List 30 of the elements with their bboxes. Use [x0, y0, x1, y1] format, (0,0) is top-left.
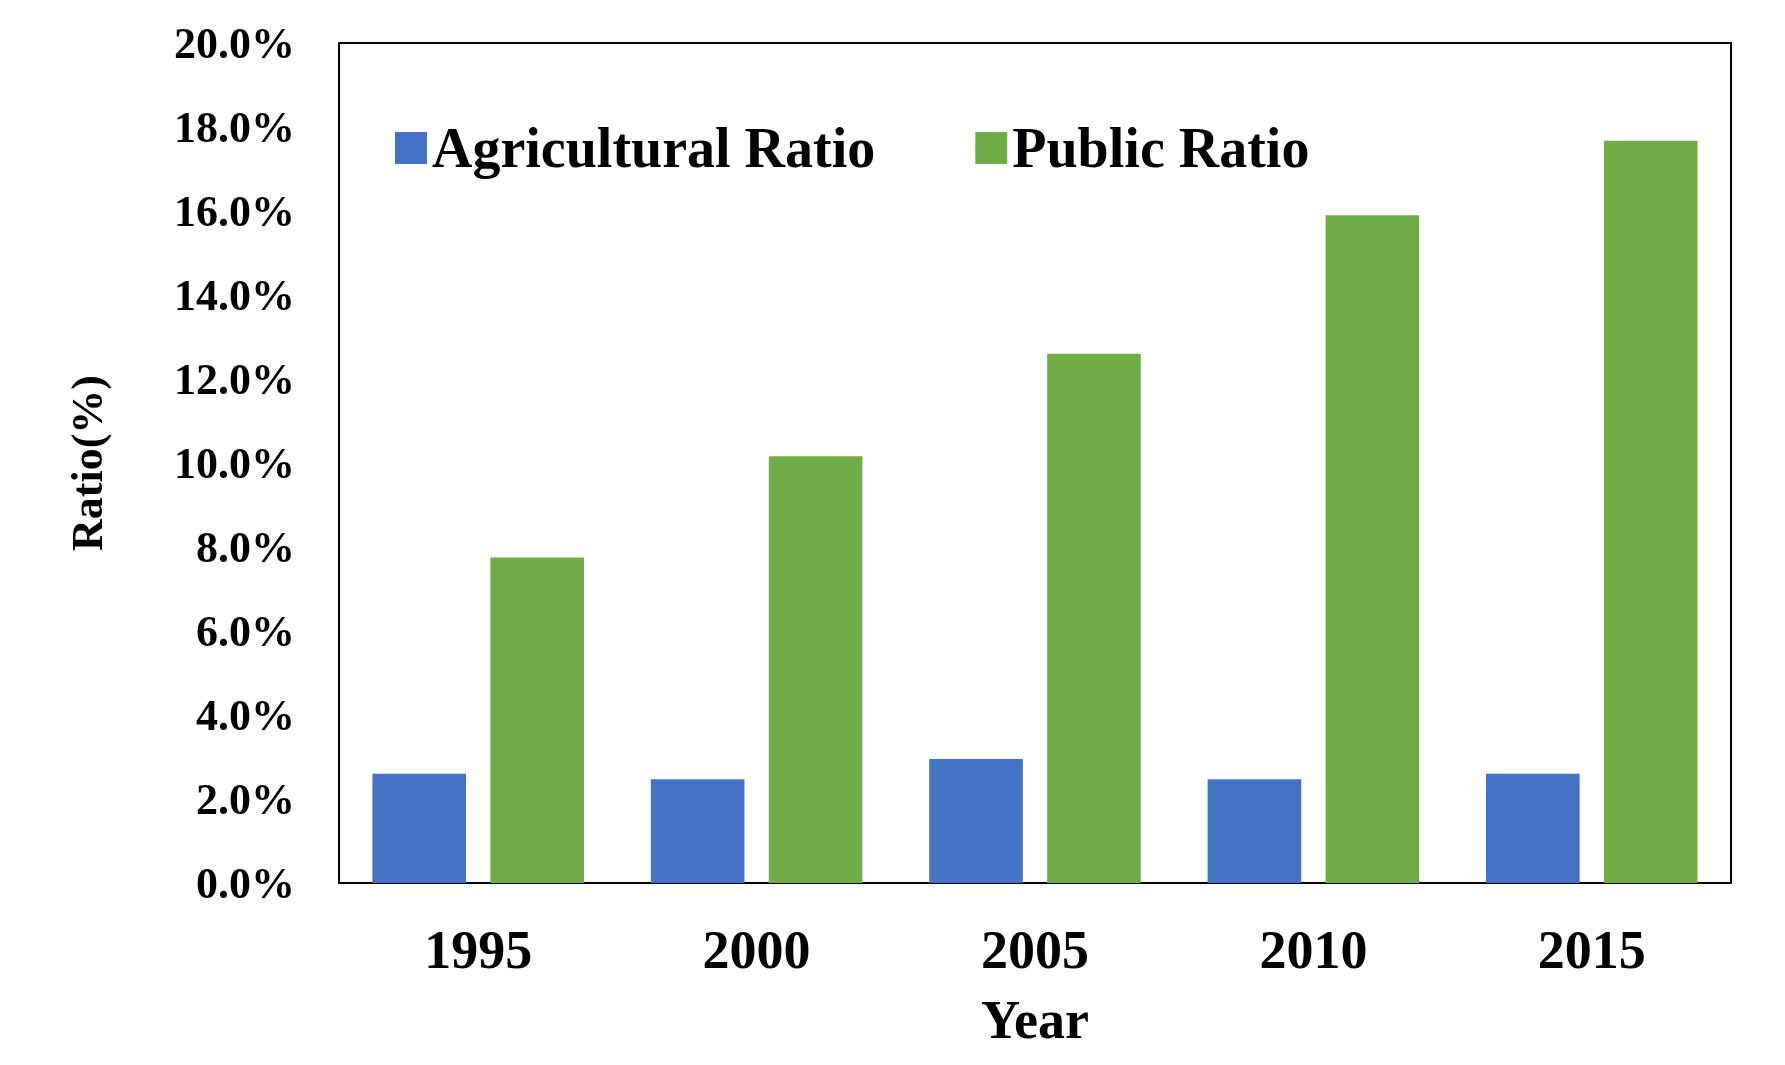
x-tick-label: 2000 — [702, 920, 811, 980]
y-tick-label: 0.0% — [196, 858, 295, 908]
bar — [929, 759, 1023, 883]
x-axis-title: Year — [981, 990, 1089, 1050]
bar — [490, 557, 584, 883]
y-tick-label: 4.0% — [196, 690, 295, 740]
y-axis-title: Ratio(%) — [62, 375, 112, 551]
x-tick-label: 2005 — [981, 920, 1089, 980]
bar — [1207, 779, 1302, 883]
y-tick-label: 16.0% — [174, 186, 295, 236]
bar — [768, 456, 863, 883]
y-tick-label: 10.0% — [174, 438, 295, 488]
bar — [650, 779, 745, 883]
y-tick-label: 6.0% — [196, 606, 295, 656]
x-tick-label: 1995 — [424, 920, 533, 980]
y-tick-label: 2.0% — [196, 774, 295, 824]
bar — [1047, 353, 1141, 883]
y-tick-label: 12.0% — [174, 354, 295, 404]
y-tick-label: 14.0% — [174, 270, 295, 320]
y-tick-label: 20.0% — [174, 18, 295, 68]
bar — [1603, 140, 1698, 883]
x-tick-label: 2015 — [1537, 920, 1646, 980]
y-tick-label: 18.0% — [174, 102, 295, 152]
bar — [372, 773, 467, 883]
legend-label: Agricultural Ratio — [432, 117, 876, 179]
bar — [1486, 773, 1580, 883]
y-tick-label: 8.0% — [196, 522, 295, 572]
x-tick-label: 2010 — [1259, 920, 1368, 980]
bar — [1325, 215, 1420, 883]
legend-label: Public Ratio — [1012, 117, 1310, 179]
